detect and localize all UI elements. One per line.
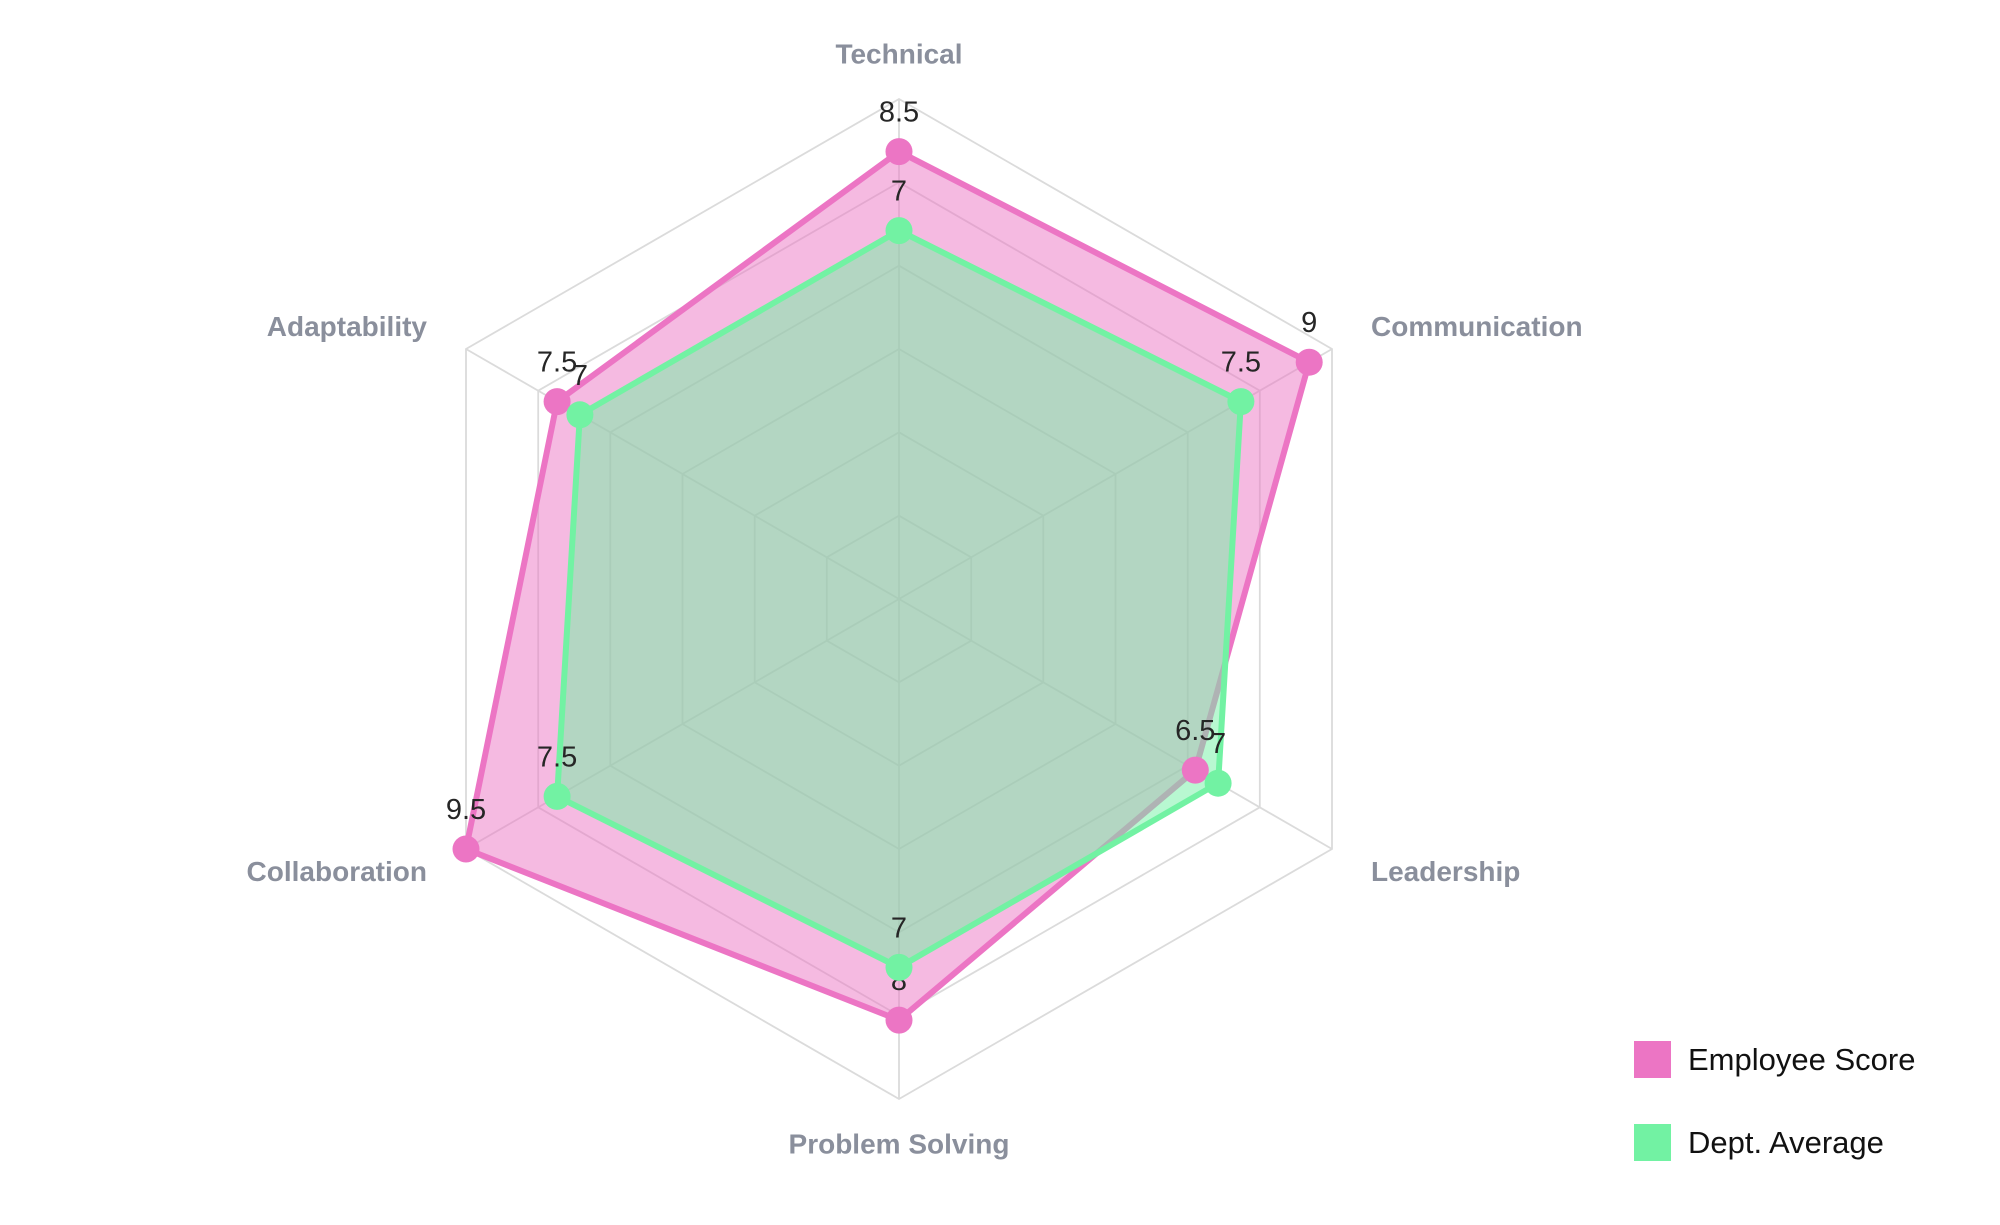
value-label-dept-average-collaboration: 7.5 [537,741,577,773]
value-label-employee-score-technical: 8.5 [879,97,919,129]
data-point-employee-score-communication[interactable] [1295,348,1323,376]
data-point-dept-average-technical[interactable] [885,217,913,245]
value-label-employee-score-leadership: 6.5 [1175,715,1215,747]
data-point-employee-score-technical[interactable] [885,138,913,166]
data-point-employee-score-collaboration[interactable] [452,835,480,863]
data-point-employee-score-adaptability[interactable] [543,388,571,416]
value-label-dept-average-leadership: 7 [1210,728,1226,760]
legend-label-employee-score: Employee Score [1688,1042,1916,1077]
data-point-dept-average-communication[interactable] [1227,388,1255,416]
value-label-employee-score-collaboration: 9.5 [446,794,486,826]
legend: Employee Score Dept. Average [1634,1041,1915,1161]
value-label-dept-average-problem-solving: 7 [891,912,907,944]
axis-label-technical: Technical [835,39,962,70]
value-label-employee-score-communication: 9 [1301,307,1317,339]
legend-item-dept-average[interactable]: Dept. Average [1634,1124,1915,1161]
axis-label-collaboration: Collaboration [247,856,427,887]
legend-item-employee-score[interactable]: Employee Score [1634,1041,1915,1078]
series-points-employee-score: 8.596.589.57.5 [446,97,1323,1034]
axis-label-communication: Communication [1371,311,1583,342]
value-label-dept-average-technical: 7 [891,176,907,208]
data-point-employee-score-problem-solving[interactable] [885,1006,913,1034]
data-point-dept-average-problem-solving[interactable] [885,953,913,981]
data-point-dept-average-collaboration[interactable] [543,782,571,810]
data-point-employee-score-leadership[interactable] [1181,756,1209,784]
axis-label-leadership: Leadership [1371,856,1520,887]
value-label-employee-score-adaptability: 7.5 [537,347,577,379]
data-point-dept-average-leadership[interactable] [1204,769,1232,797]
legend-label-dept-average: Dept. Average [1688,1125,1884,1160]
legend-swatch-employee-score [1634,1041,1671,1078]
data-point-dept-average-adaptability[interactable] [566,401,594,429]
value-label-dept-average-communication: 7.5 [1221,347,1261,379]
value-label-dept-average-adaptability: 7 [572,360,588,392]
legend-swatch-dept-average [1634,1124,1671,1161]
axis-label-adaptability: Adaptability [267,311,428,342]
axis-label-problem-solving: Problem Solving [789,1129,1010,1160]
